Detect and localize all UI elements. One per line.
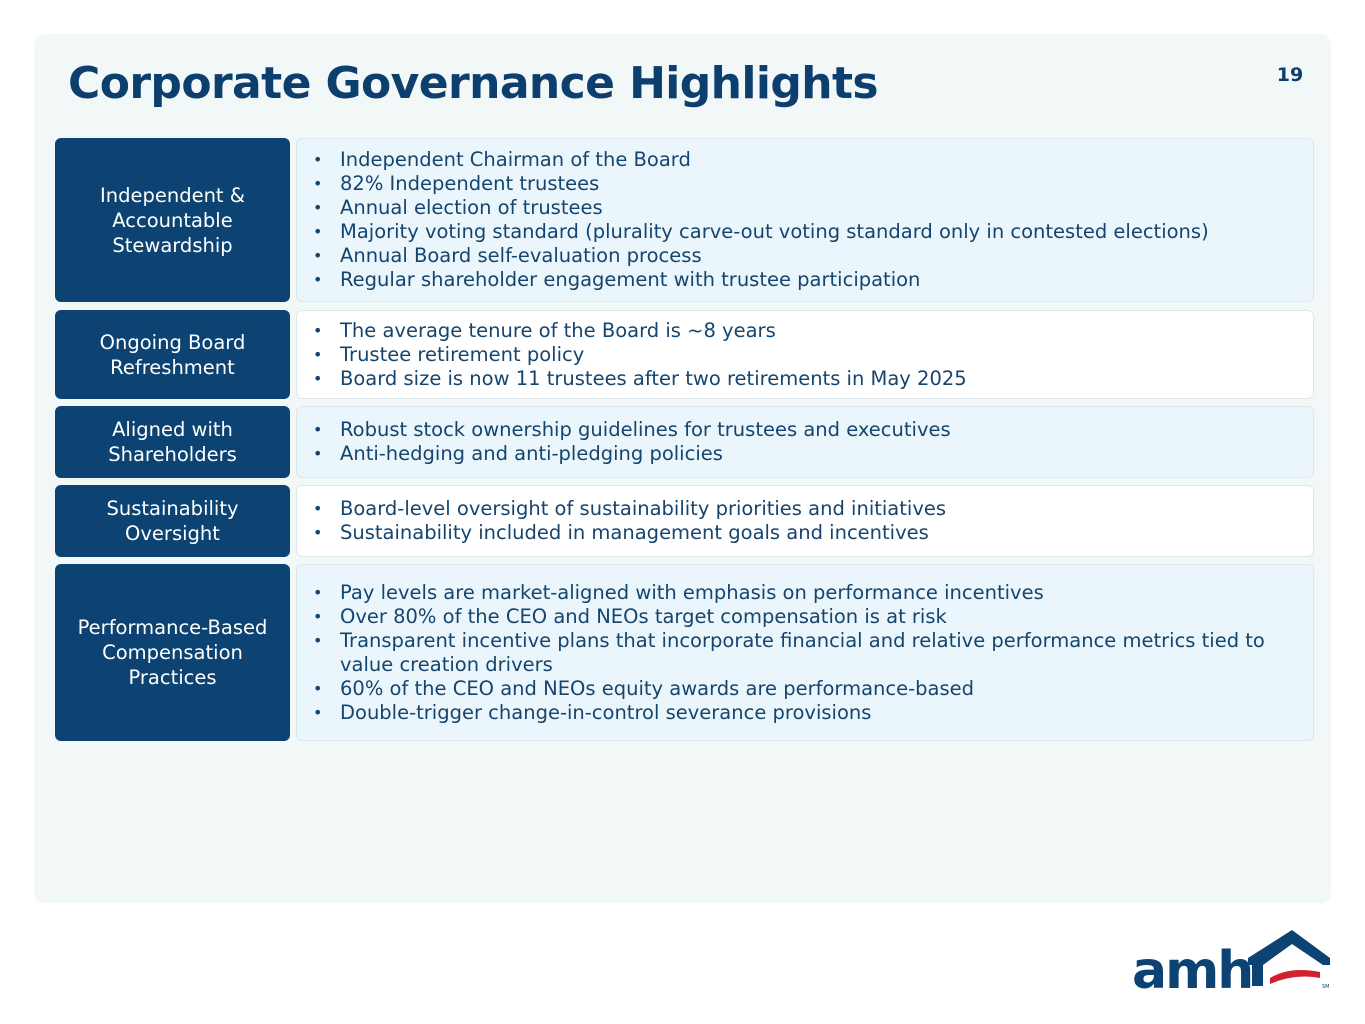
row-label: Independent & Accountable Stewardship [55,138,290,302]
bullet-item: 82% Independent trustees [313,172,1287,196]
bullet-list: Independent Chairman of the Board 82% In… [297,148,1313,292]
row-details: Independent Chairman of the Board 82% In… [296,138,1314,302]
bullet-item: Annual election of trustees [313,196,1287,220]
governance-row-stewardship: Independent & Accountable Stewardship In… [55,138,1314,302]
bullet-item: Annual Board self-evaluation process [313,244,1287,268]
row-details: Pay levels are market-aligned with empha… [296,564,1314,741]
bullet-item: Board-level oversight of sustainability … [313,497,1287,521]
bullet-list: The average tenure of the Board is ~8 ye… [297,319,1313,391]
row-label: Aligned with Shareholders [55,406,290,478]
bullet-item: Board size is now 11 trustees after two … [313,367,1287,391]
bullet-item: Double-trigger change-in-control severan… [313,701,1287,725]
row-label: Ongoing Board Refreshment [55,310,290,399]
bullet-item: Over 80% of the CEO and NEOs target comp… [313,605,1287,629]
row-label: Performance-Based Compensation Practices [55,564,290,741]
amh-logo: amh SM [1132,930,1330,994]
service-mark: SM [1322,984,1330,990]
bullet-item: 60% of the CEO and NEOs equity awards ar… [313,677,1287,701]
bullet-item: Independent Chairman of the Board [313,148,1287,172]
row-label: Sustainability Oversight [55,485,290,557]
row-details: Robust stock ownership guidelines for tr… [296,406,1314,478]
row-details: Board-level oversight of sustainability … [296,485,1314,557]
page-title: Corporate Governance Highlights [68,58,879,109]
bullet-list: Board-level oversight of sustainability … [297,497,1313,545]
row-details: The average tenure of the Board is ~8 ye… [296,310,1314,399]
page-number: 19 [1276,64,1304,86]
governance-row-refreshment: Ongoing Board Refreshment The average te… [55,310,1314,399]
bullet-item: Pay levels are market-aligned with empha… [313,581,1287,605]
bullet-item: Regular shareholder engagement with trus… [313,268,1287,292]
bullet-item: Trustee retirement policy [313,343,1287,367]
bullet-list: Pay levels are market-aligned with empha… [297,581,1313,725]
bullet-item: Robust stock ownership guidelines for tr… [313,418,1287,442]
logo-wordmark: amh [1132,941,1252,994]
governance-row-sustainability: Sustainability Oversight Board-level ove… [55,485,1314,557]
house-roof-icon [1248,930,1330,986]
bullet-item: Majority voting standard (plurality carv… [313,220,1287,244]
bullet-item: Anti-hedging and anti-pledging policies [313,442,1287,466]
bullet-list: Robust stock ownership guidelines for tr… [297,418,1313,466]
bullet-item: Sustainability included in management go… [313,521,1287,545]
governance-row-compensation: Performance-Based Compensation Practices… [55,564,1314,741]
governance-row-shareholders: Aligned with Shareholders Robust stock o… [55,406,1314,478]
bullet-item: The average tenure of the Board is ~8 ye… [313,319,1287,343]
bullet-item: Transparent incentive plans that incorpo… [313,629,1287,677]
